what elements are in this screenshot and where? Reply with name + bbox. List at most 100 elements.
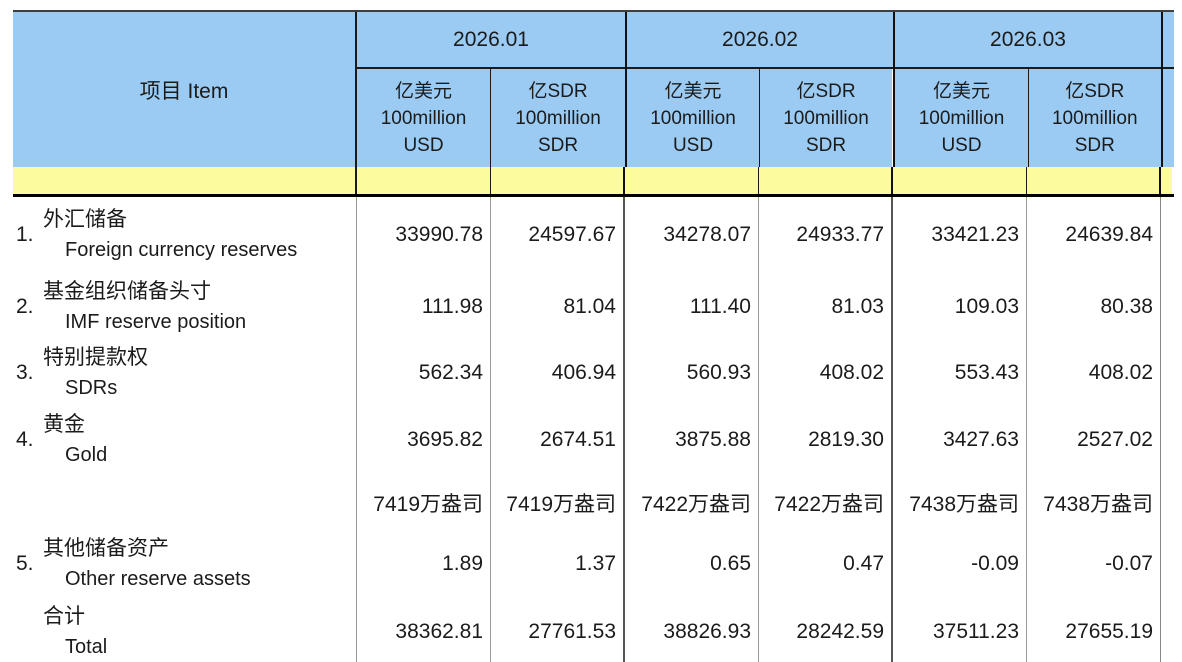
cropped-value-cell [1161,530,1172,597]
separator-cell-cropped [1161,167,1172,194]
value-cell: 1.89 [357,530,491,597]
value-cell: 3695.82 [357,405,491,475]
period-group-2026-03: 2026.03 亿美元 100million USD 亿SDR 100milli… [895,12,1163,167]
unit-line-currency: USD [941,132,981,159]
total-value-cell: 37511.23 [893,597,1027,662]
row-label: 2. 基金组织储备头寸 IMF reserve position [13,273,357,340]
unit-column-header-sdr: 亿SDR 100million SDR [760,69,892,167]
row-label-zh: 基金组织储备头寸 [43,276,246,307]
value-cell: 0.47 [759,530,893,597]
value-cell: 109.03 [893,273,1027,340]
value-cell: 2674.51 [491,405,625,475]
unit-column-header-usd: 亿美元 100million USD [357,69,491,167]
table-header: 项目 Item 2026.01 亿美元 100million USD 亿SDR … [13,12,1174,167]
unit-headers: 亿美元 100million USD 亿SDR 100million SDR [357,69,625,167]
row-label-en: Gold [43,440,107,471]
cropped-value-cell [1161,405,1172,475]
table-row-total: 合计 Total 38362.81 27761.53 38826.93 2824… [13,597,1174,662]
item-column-header-label: 项目 Item [140,75,229,105]
separator-cell [357,167,491,194]
separator-cell [759,167,893,194]
separator-cell [625,167,759,194]
value-cell: 408.02 [759,340,893,405]
row-label [13,475,357,530]
unit-column-header-sdr: 亿SDR 100million SDR [491,69,625,167]
cropped-period-cell [1163,12,1174,69]
table-row-gold: 4. 黄金 Gold 3695.82 2674.51 3875.88 2819.… [13,405,1174,475]
row-label-en: SDRs [43,373,148,404]
cropped-value-cell [1161,597,1172,662]
row-label-zh: 黄金 [43,409,107,440]
unit-line-scale: 100million [515,105,601,132]
value-cell: 34278.07 [625,197,759,273]
value-cell: 111.98 [357,273,491,340]
separator-cell [491,167,625,194]
row-label-zh: 其他储备资产 [43,533,251,564]
total-value-cell: 38826.93 [625,597,759,662]
unit-line-currency: SDR [806,132,846,159]
value-cell: 2819.30 [759,405,893,475]
row-label-en: Total [43,632,107,662]
row-label-en: Foreign currency reserves [43,235,297,266]
value-cell: 560.93 [625,340,759,405]
unit-line-scale: 100million [919,105,1005,132]
gold-ounces-cell: 7419万盎司 [357,475,491,530]
unit-column-header-sdr: 亿SDR 100million SDR [1029,69,1161,167]
table-row-sdrs: 3. 特别提款权 SDRs 562.34 406.94 560.93 408.0… [13,340,1174,405]
value-cell: 80.38 [1027,273,1161,340]
gold-ounces-cell: 7422万盎司 [625,475,759,530]
unit-line-scale: 100million [381,105,467,132]
table-row-other-reserve-assets: 5. 其他储备资产 Other reserve assets 1.89 1.37… [13,530,1174,597]
separator-cell [13,167,357,194]
row-label: 合计 Total [13,597,357,662]
unit-column-header-usd: 亿美元 100million USD [627,69,760,167]
value-cell: 0.65 [625,530,759,597]
value-cell: 111.40 [625,273,759,340]
unit-column-header-usd: 亿美元 100million USD [895,69,1029,167]
total-value-cell: 38362.81 [357,597,491,662]
unit-line-zh: 亿美元 [395,78,452,105]
value-cell: 562.34 [357,340,491,405]
unit-line-scale: 100million [783,105,869,132]
cropped-value-cell [1161,340,1172,405]
value-cell: 3427.63 [893,405,1027,475]
gold-ounces-cell: 7438万盎司 [1027,475,1161,530]
separator-cell [893,167,1027,194]
value-cell: 2527.02 [1027,405,1161,475]
cropped-next-column-header [1163,12,1174,167]
reserve-assets-table-page: 项目 Item 2026.01 亿美元 100million USD 亿SDR … [0,0,1182,662]
cropped-value-cell [1161,475,1172,530]
reserve-assets-table: 项目 Item 2026.01 亿美元 100million USD 亿SDR … [13,10,1174,662]
gold-ounces-cell: 7438万盎司 [893,475,1027,530]
row-label: 5. 其他储备资产 Other reserve assets [13,530,357,597]
value-cell: 81.03 [759,273,893,340]
period-group-2026-01: 2026.01 亿美元 100million USD 亿SDR 100milli… [357,12,625,167]
unit-line-zh: 亿SDR [528,78,587,105]
unit-headers: 亿美元 100million USD 亿SDR 100million SDR [627,69,893,167]
total-value-cell: 28242.59 [759,597,893,662]
value-cell: 33990.78 [357,197,491,273]
unit-line-currency: SDR [1075,132,1115,159]
row-number: 2. [16,295,43,319]
period-header: 2026.02 [627,12,893,69]
total-value-cell: 27655.19 [1027,597,1161,662]
period-header: 2026.03 [895,12,1161,69]
table-row-gold-ounces: 7419万盎司 7419万盎司 7422万盎司 7422万盎司 7438万盎司 … [13,475,1174,530]
value-cell: 24639.84 [1027,197,1161,273]
value-cell: 406.94 [491,340,625,405]
value-cell: 81.04 [491,273,625,340]
cropped-unit-cell [1163,69,1174,167]
row-label-en: IMF reserve position [43,307,246,338]
value-cell: 24597.67 [491,197,625,273]
unit-line-zh: 亿美元 [933,78,990,105]
unit-line-currency: USD [403,132,443,159]
row-label-zh: 特别提款权 [43,342,148,373]
value-cell: 24933.77 [759,197,893,273]
table-row-imf-reserve-position: 2. 基金组织储备头寸 IMF reserve position 111.98 … [13,273,1174,340]
gold-ounces-cell: 7422万盎司 [759,475,893,530]
unit-line-currency: USD [673,132,713,159]
separator-row [13,167,1174,197]
value-cell: 3875.88 [625,405,759,475]
value-cell: 553.43 [893,340,1027,405]
period-header: 2026.01 [357,12,625,69]
